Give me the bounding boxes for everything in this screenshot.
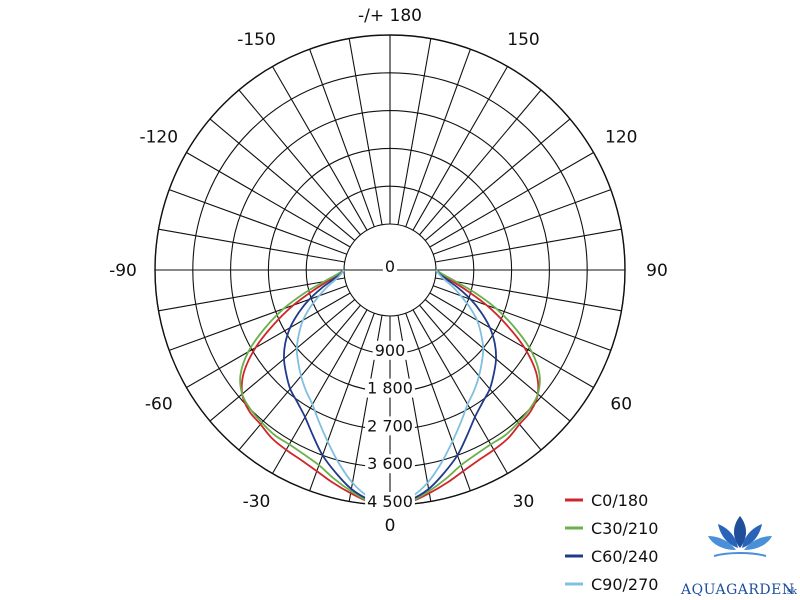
grid-spoke: [429, 292, 594, 388]
radial-label-bg: [382, 257, 398, 276]
angle-label: -60: [145, 395, 173, 415]
grid-spoke: [419, 89, 542, 236]
grid-spoke: [309, 313, 375, 492]
radial-tick-label: 3 600: [367, 454, 413, 473]
grid-spoke: [238, 304, 361, 451]
grid-spoke: [158, 228, 345, 263]
angle-label: 0: [385, 516, 396, 536]
grid-spoke: [433, 189, 612, 255]
grid-spoke: [309, 48, 375, 227]
grid-spoke: [424, 299, 571, 422]
brand-name: AQUAGARDEN: [680, 582, 795, 598]
grid-spoke: [435, 228, 622, 263]
angle-label: 60: [610, 395, 632, 415]
angle-labels: -/+ 180 150 -150 120 -120 90 -90 60 -60 30 -30 0: [109, 6, 668, 536]
grid-spoke: [348, 38, 383, 225]
grid-spoke: [397, 38, 432, 225]
grid-spoke: [412, 66, 508, 231]
angle-label: 90: [646, 261, 668, 281]
grid-spoke: [168, 189, 347, 255]
grid-spoke: [186, 152, 351, 248]
legend-label: C60/240: [591, 547, 658, 566]
grid-spoke: [405, 313, 471, 492]
angle-label: 120: [605, 128, 637, 148]
radial-label-bg: [365, 492, 415, 511]
grid-spoke: [272, 309, 368, 474]
grid-spoke: [209, 299, 356, 422]
radial-label-bg: [365, 378, 415, 398]
radial-tick-labels: 0 900 1 800 2 700 3 600 4 500: [365, 257, 415, 511]
grid-spoke: [238, 89, 361, 236]
angle-label: -/+ 180: [358, 6, 422, 26]
radial-tick-label: 0: [385, 257, 395, 276]
grid-spoke: [158, 277, 345, 312]
grid-spoke: [168, 285, 347, 351]
legend-label: C0/180: [591, 491, 648, 510]
grid-spoke: [186, 292, 351, 388]
grid-spoke: [435, 277, 622, 312]
radial-label-bg: [372, 340, 408, 360]
radial-tick-label: 1 800: [367, 379, 413, 398]
angle-label: 150: [507, 30, 539, 50]
angle-label: -120: [139, 128, 178, 148]
grid-spoke: [424, 118, 571, 241]
brand-logo: AQUAGARDEN .sk: [680, 516, 797, 598]
radial-label-bg: [365, 416, 415, 436]
grid-spoke: [209, 118, 356, 241]
grid-spoke: [272, 66, 368, 231]
grid-spoke: [429, 152, 594, 248]
radial-label-bg: [365, 454, 415, 474]
grid-spoke: [405, 48, 471, 227]
radial-tick-label: 900: [375, 341, 406, 360]
legend: C0/180 C30/210 C60/240 C90/270: [565, 491, 658, 594]
radial-tick-label: 4 500: [367, 492, 413, 511]
legend-label: C30/210: [591, 519, 658, 538]
radial-tick-label: 2 700: [367, 416, 413, 435]
angle-label: -30: [243, 492, 271, 512]
grid-spoke: [433, 285, 612, 351]
angle-label: -90: [109, 261, 137, 281]
legend-label: C90/270: [591, 575, 658, 594]
grid-spoke: [412, 309, 508, 474]
angle-label: -150: [237, 30, 276, 50]
lotus-icon: [708, 516, 772, 557]
grid-spoke: [419, 304, 542, 451]
angle-label: 30: [513, 492, 535, 512]
brand-suffix: .sk: [784, 587, 797, 597]
